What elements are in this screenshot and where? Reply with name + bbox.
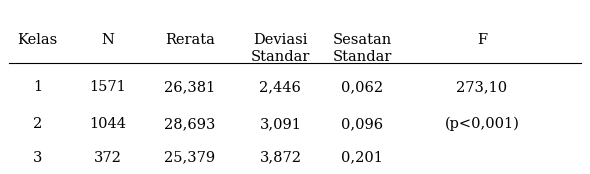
Text: 1044: 1044 xyxy=(90,117,126,131)
Text: 3,091: 3,091 xyxy=(260,117,301,131)
Text: 2,446: 2,446 xyxy=(260,80,301,94)
Text: 26,381: 26,381 xyxy=(164,80,215,94)
Text: Rerata: Rerata xyxy=(165,33,215,47)
Text: 1571: 1571 xyxy=(90,80,126,94)
Text: Deviasi
Standar: Deviasi Standar xyxy=(251,33,310,64)
Text: 0,062: 0,062 xyxy=(341,80,384,94)
Text: Kelas: Kelas xyxy=(18,33,58,47)
Text: N: N xyxy=(101,33,114,47)
Text: 372: 372 xyxy=(94,151,122,165)
Text: 25,379: 25,379 xyxy=(164,151,215,165)
Text: 28,693: 28,693 xyxy=(164,117,215,131)
Text: (p<0,001): (p<0,001) xyxy=(445,117,519,131)
Text: 0,096: 0,096 xyxy=(341,117,384,131)
Text: 3: 3 xyxy=(33,151,42,165)
Text: 273,10: 273,10 xyxy=(457,80,507,94)
Text: F: F xyxy=(477,33,487,47)
Text: Sesatan
Standar: Sesatan Standar xyxy=(333,33,392,64)
Text: 0,201: 0,201 xyxy=(341,151,383,165)
Text: 1: 1 xyxy=(33,80,42,94)
Text: 3,872: 3,872 xyxy=(260,151,301,165)
Text: 2: 2 xyxy=(33,117,42,131)
